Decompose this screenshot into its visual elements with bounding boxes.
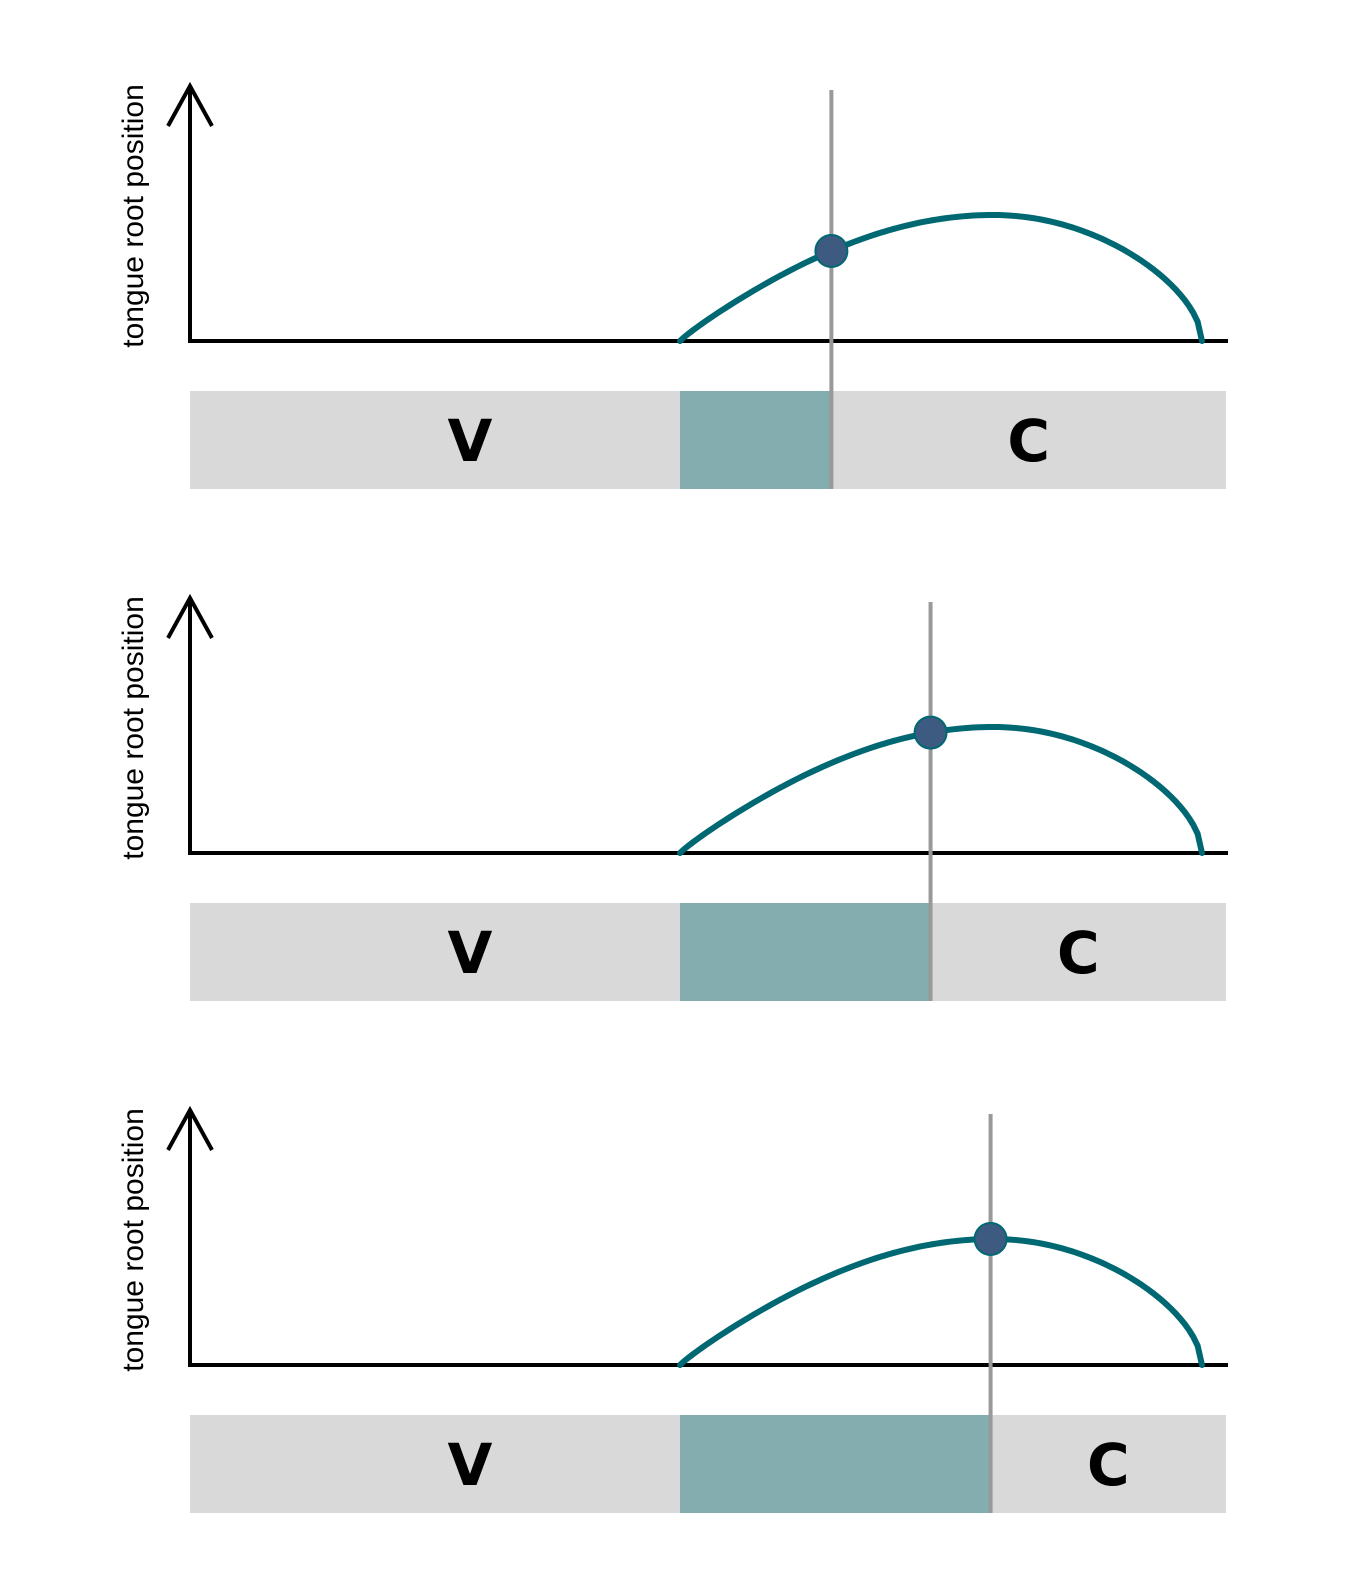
- y-axis-label: tongue root position: [117, 1108, 150, 1372]
- tongue-root-curve: [677, 211, 1205, 344]
- consonant-label: C: [1057, 919, 1100, 987]
- consonant-label: C: [1087, 1431, 1130, 1499]
- measurement-point: [913, 715, 948, 750]
- y-axis-arrowhead: [166, 593, 214, 639]
- overlap-region: [680, 391, 832, 489]
- vowel-label: V: [448, 919, 493, 987]
- vowel-label: V: [448, 407, 493, 475]
- y-axis-label: tongue root position: [117, 596, 150, 860]
- measurement-point: [973, 1222, 1008, 1257]
- consonant-label: C: [1007, 407, 1050, 475]
- overlap-region: [680, 1415, 991, 1513]
- overlap-region: [680, 903, 931, 1001]
- y-axis-label: tongue root position: [117, 84, 150, 348]
- measurement-point: [814, 233, 849, 268]
- vowel-label: V: [448, 1431, 493, 1499]
- y-axis-arrowhead: [166, 1105, 214, 1151]
- y-axis-arrowhead: [166, 81, 214, 127]
- tongue-root-curve: [677, 1235, 1205, 1368]
